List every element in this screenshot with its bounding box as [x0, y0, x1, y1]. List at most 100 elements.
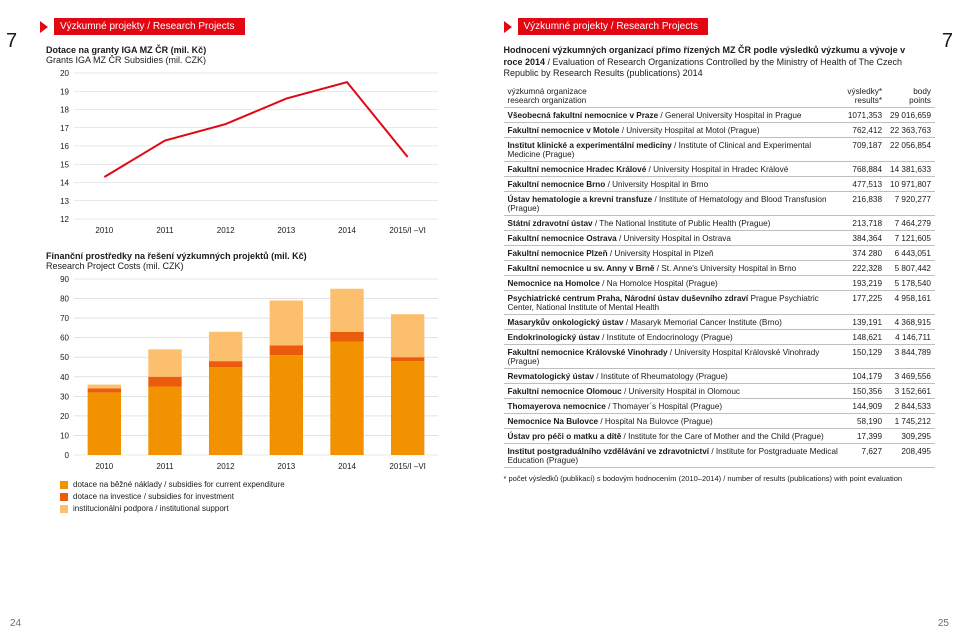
- svg-text:14: 14: [60, 179, 69, 188]
- table-cell-results: 144,909: [843, 399, 886, 414]
- page-margin-number: 7: [6, 30, 17, 53]
- svg-text:2012: 2012: [217, 462, 235, 471]
- table-row: Fakultní nemocnice Plzeň / University Ho…: [504, 246, 936, 261]
- svg-text:60: 60: [60, 334, 69, 343]
- table-header-results: výsledky* results*: [843, 84, 886, 108]
- table-cell-org: Fakultní nemocnice v Motole / University…: [504, 123, 844, 138]
- chart1-svg: 1213141516171819202010201120122013201420…: [46, 67, 446, 237]
- svg-text:0: 0: [65, 451, 70, 460]
- table-cell-points: 22 056,854: [886, 138, 935, 162]
- legend-swatch: [60, 493, 68, 501]
- table-cell-points: 29 016,659: [886, 108, 935, 123]
- section-title: Výzkumné projekty / Research Projects: [518, 18, 709, 35]
- table-cell-points: 14 381,633: [886, 162, 935, 177]
- chevron-icon: [40, 21, 48, 33]
- table-cell-org: Nemocnice na Homolce / Na Homolce Hospit…: [504, 276, 844, 291]
- section-header: Výzkumné projekty / Research Projects: [40, 18, 456, 35]
- section-header: Výzkumné projekty / Research Projects: [504, 18, 920, 35]
- table-row: Thomayerova nemocnice / Thomayer´s Hospi…: [504, 399, 936, 414]
- table-cell-points: 10 971,807: [886, 177, 935, 192]
- table-cell-org: Fakultní nemocnice Olomouc / University …: [504, 384, 844, 399]
- table-cell-points: 22 363,763: [886, 123, 935, 138]
- table-row: Fakultní nemocnice Královské Vinohrady /…: [504, 345, 936, 369]
- table-cell-points: 7 121,605: [886, 231, 935, 246]
- table-row: Fakultní nemocnice Hradec Králové / Univ…: [504, 162, 936, 177]
- table-cell-points: 208,495: [886, 444, 935, 468]
- legend-label: dotace na investice / subsidies for inve…: [73, 491, 234, 503]
- chart2-svg: 0102030405060708090201020112012201320142…: [46, 273, 446, 473]
- eval-title-sub: / Evaluation of Research Organizations C…: [504, 57, 903, 79]
- table-cell-points: 2 844,533: [886, 399, 935, 414]
- table-cell-org: Státní zdravotní ústav / The National In…: [504, 216, 844, 231]
- table-cell-points: 1 745,212: [886, 414, 935, 429]
- svg-text:15: 15: [60, 160, 69, 169]
- svg-text:2013: 2013: [277, 462, 295, 471]
- table-cell-results: 177,225: [843, 291, 886, 315]
- table-row: Fakultní nemocnice v Motole / University…: [504, 123, 936, 138]
- table-cell-org: Institut klinické a experimentální medic…: [504, 138, 844, 162]
- table-row: Ústav hematologie a krevní transfuze / I…: [504, 192, 936, 216]
- eval-title: Hodnocení výzkumných organizací přímo ří…: [504, 45, 920, 80]
- legend-item: institucionální podpora / institutional …: [60, 503, 456, 515]
- chart2: 0102030405060708090201020112012201320142…: [46, 273, 456, 473]
- table-cell-results: 374 280: [843, 246, 886, 261]
- table-row: Revmatologický ústav / Institute of Rheu…: [504, 369, 936, 384]
- table-cell-points: 5 807,442: [886, 261, 935, 276]
- table-row: Ústav pro péči o matku a dítě / Institut…: [504, 429, 936, 444]
- table-cell-org: Fakultní nemocnice Královské Vinohrady /…: [504, 345, 844, 369]
- section-title: Výzkumné projekty / Research Projects: [54, 18, 245, 35]
- svg-text:70: 70: [60, 314, 69, 323]
- table-cell-points: 309,295: [886, 429, 935, 444]
- table-row: Fakultní nemocnice u sv. Anny v Brně / S…: [504, 261, 936, 276]
- table-row: Masarykův onkologický ústav / Masaryk Me…: [504, 315, 936, 330]
- table-row: Fakultní nemocnice Brno / University Hos…: [504, 177, 936, 192]
- table-row: Psychiatrické centrum Praha, Národní úst…: [504, 291, 936, 315]
- table-cell-org: Revmatologický ústav / Institute of Rheu…: [504, 369, 844, 384]
- table-cell-results: 384,364: [843, 231, 886, 246]
- page-left: 7 Výzkumné projekty / Research Projects …: [0, 0, 480, 635]
- table-cell-results: 216,838: [843, 192, 886, 216]
- legend-item: dotace na běžné náklady / subsidies for …: [60, 479, 456, 491]
- svg-text:19: 19: [60, 87, 69, 96]
- legend-swatch: [60, 505, 68, 513]
- table-cell-results: 762,412: [843, 123, 886, 138]
- svg-text:16: 16: [60, 142, 69, 151]
- table-cell-points: 3 844,789: [886, 345, 935, 369]
- svg-text:40: 40: [60, 373, 69, 382]
- table-cell-results: 139,191: [843, 315, 886, 330]
- svg-text:17: 17: [60, 124, 69, 133]
- svg-text:2010: 2010: [95, 462, 113, 471]
- table-cell-org: Masarykův onkologický ústav / Masaryk Me…: [504, 315, 844, 330]
- table-row: Všeobecná fakultní nemocnice v Praze / G…: [504, 108, 936, 123]
- table-cell-results: 193,219: [843, 276, 886, 291]
- chart2-legend: dotace na běžné náklady / subsidies for …: [60, 479, 456, 515]
- svg-text:2010: 2010: [95, 226, 113, 235]
- svg-text:2015/I –VI: 2015/I –VI: [389, 462, 425, 471]
- table-header-points: body points: [886, 84, 935, 108]
- table-cell-org: Fakultní nemocnice Ostrava / University …: [504, 231, 844, 246]
- table-cell-org: Fakultní nemocnice Brno / University Hos…: [504, 177, 844, 192]
- table-row: Nemocnice Na Bulovce / Hospital Na Bulov…: [504, 414, 936, 429]
- svg-text:2012: 2012: [217, 226, 235, 235]
- table-cell-results: 148,621: [843, 330, 886, 345]
- table-row: Fakultní nemocnice Olomouc / University …: [504, 384, 936, 399]
- table-cell-results: 709,187: [843, 138, 886, 162]
- table-row: Státní zdravotní ústav / The National In…: [504, 216, 936, 231]
- table-row: Institut klinické a experimentální medic…: [504, 138, 936, 162]
- table-row: Institut postgraduálního vzdělávání ve z…: [504, 444, 936, 468]
- table-footnote: * počet výsledků (publikací) s bodovým h…: [504, 474, 936, 483]
- table-row: Fakultní nemocnice Ostrava / University …: [504, 231, 936, 246]
- svg-text:10: 10: [60, 431, 69, 440]
- table-cell-results: 104,179: [843, 369, 886, 384]
- svg-text:2013: 2013: [277, 226, 295, 235]
- legend-swatch: [60, 481, 68, 489]
- chart1-title-sub: Grants IGA MZ ČR Subsidies (mil. CZK): [46, 55, 206, 65]
- svg-text:2011: 2011: [156, 226, 174, 235]
- table-header-org: výzkumná organizace research organizatio…: [504, 84, 844, 108]
- table-cell-org: Fakultní nemocnice Hradec Králové / Univ…: [504, 162, 844, 177]
- legend-item: dotace na investice / subsidies for inve…: [60, 491, 456, 503]
- table-cell-results: 222,328: [843, 261, 886, 276]
- table-cell-results: 58,190: [843, 414, 886, 429]
- svg-text:18: 18: [60, 106, 69, 115]
- chart1: 1213141516171819202010201120122013201420…: [46, 67, 456, 237]
